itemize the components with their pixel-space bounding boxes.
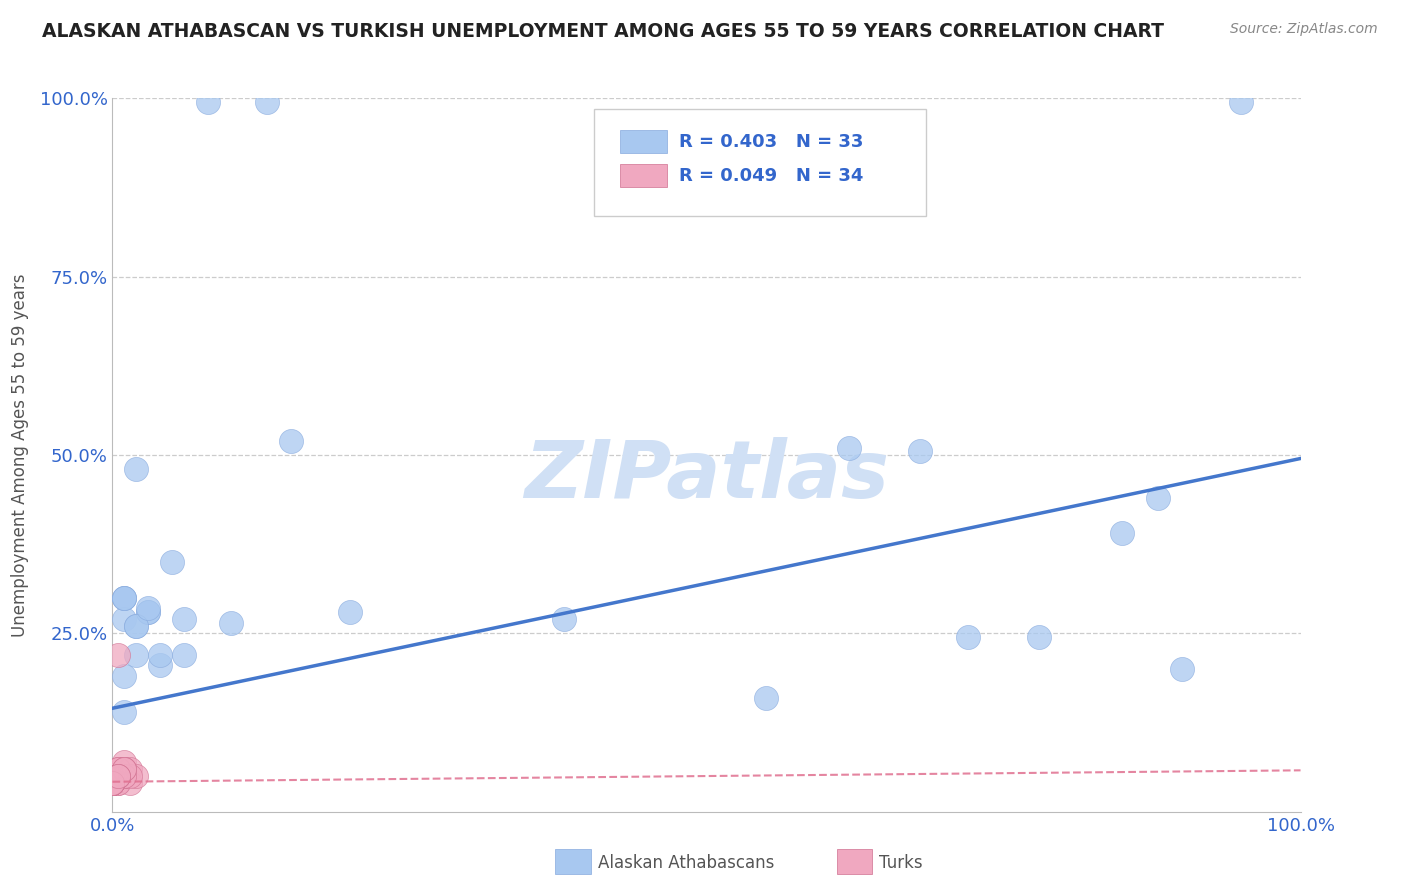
Point	[107, 769, 129, 783]
Text: R = 0.403   N = 33: R = 0.403 N = 33	[679, 133, 863, 151]
FancyBboxPatch shape	[620, 130, 668, 153]
Point	[101, 769, 124, 783]
Point	[1111, 526, 1133, 541]
Point	[112, 612, 135, 626]
Point	[120, 762, 142, 776]
Point	[125, 648, 148, 662]
Point	[1230, 95, 1253, 109]
Point	[112, 762, 135, 776]
Point	[112, 762, 135, 776]
Point	[120, 776, 142, 790]
Point	[101, 776, 124, 790]
Y-axis label: Unemployment Among Ages 55 to 59 years: Unemployment Among Ages 55 to 59 years	[10, 273, 28, 637]
Point	[112, 755, 135, 769]
Point	[136, 601, 159, 615]
Point	[136, 605, 159, 619]
Text: R = 0.049   N = 34: R = 0.049 N = 34	[679, 167, 863, 185]
Point	[107, 776, 129, 790]
Point	[112, 591, 135, 605]
Point	[256, 95, 278, 109]
Point	[136, 605, 159, 619]
Point	[956, 630, 979, 644]
Point	[219, 615, 243, 630]
Point	[125, 619, 148, 633]
Point	[149, 648, 172, 662]
Point	[107, 769, 129, 783]
Point	[112, 591, 135, 605]
Point	[107, 762, 129, 776]
Point	[107, 648, 129, 662]
Text: Turks: Turks	[879, 855, 922, 872]
Point	[125, 769, 148, 783]
Point	[107, 769, 129, 783]
Point	[101, 776, 124, 790]
Point	[280, 434, 302, 448]
Point	[120, 769, 142, 783]
Point	[101, 776, 124, 790]
Point	[112, 769, 135, 783]
Point	[101, 776, 124, 790]
Point	[112, 769, 135, 783]
FancyBboxPatch shape	[620, 164, 668, 187]
Point	[107, 769, 129, 783]
Point	[112, 762, 135, 776]
Point	[107, 769, 129, 783]
Point	[197, 95, 219, 109]
Point	[553, 612, 575, 626]
Point	[838, 441, 860, 455]
Point	[107, 762, 129, 776]
Point	[107, 769, 129, 783]
Point	[107, 776, 129, 790]
Text: ZIPatlas: ZIPatlas	[524, 437, 889, 516]
Point	[107, 769, 129, 783]
Point	[173, 648, 195, 662]
Point	[755, 690, 778, 705]
Point	[339, 605, 361, 619]
FancyBboxPatch shape	[593, 109, 927, 216]
Point	[1147, 491, 1170, 505]
Point	[112, 769, 135, 783]
Point	[101, 776, 124, 790]
Point	[101, 776, 124, 790]
Point	[112, 669, 135, 683]
Point	[107, 762, 129, 776]
Point	[149, 658, 172, 673]
Point	[125, 619, 148, 633]
Point	[112, 769, 135, 783]
Point	[1028, 630, 1050, 644]
Point	[173, 612, 195, 626]
Text: Alaskan Athabascans: Alaskan Athabascans	[598, 855, 773, 872]
Point	[112, 591, 135, 605]
Point	[910, 444, 932, 458]
Text: Source: ZipAtlas.com: Source: ZipAtlas.com	[1230, 22, 1378, 37]
Point	[112, 705, 135, 719]
Point	[101, 776, 124, 790]
Point	[101, 776, 124, 790]
Point	[125, 462, 148, 476]
Text: ALASKAN ATHABASCAN VS TURKISH UNEMPLOYMENT AMONG AGES 55 TO 59 YEARS CORRELATION: ALASKAN ATHABASCAN VS TURKISH UNEMPLOYME…	[42, 22, 1164, 41]
Point	[160, 555, 183, 569]
Point	[1170, 662, 1192, 676]
